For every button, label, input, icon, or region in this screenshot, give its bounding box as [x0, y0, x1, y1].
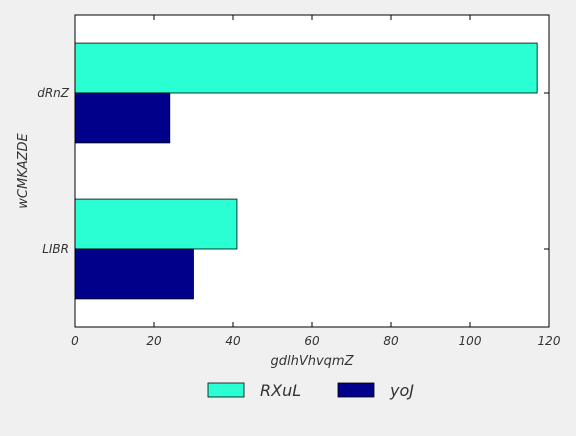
x-axis-label: gdlhVhvqmZ: [270, 354, 354, 369]
legend-label-yoJ: yoJ: [389, 381, 414, 400]
x-tick-label: 80: [383, 334, 399, 348]
x-tick-label: 120: [538, 334, 561, 348]
y-ticks: LIBR dRnZ: [37, 86, 549, 256]
legend: RXuL yoJ: [207, 381, 414, 400]
y-axis-label: wCMKAZDE: [16, 132, 31, 208]
x-ticks: 0 20 40 60 80 100 120: [71, 15, 561, 348]
bar-RXuL-dRnZ: [74, 42, 538, 94]
x-tick-label: 0: [71, 334, 79, 348]
legend-swatch-RXuL: [207, 382, 245, 398]
bars-layer: [74, 42, 538, 300]
bar-yoJ-dRnZ: [74, 92, 171, 144]
legend-swatch-yoJ: [337, 382, 375, 398]
x-tick-label: 60: [304, 334, 320, 348]
legend-label-RXuL: RXuL: [260, 381, 301, 400]
x-tick-label: 40: [225, 334, 241, 348]
bar-RXuL-LIBR: [74, 198, 238, 250]
y-tick-label: LIBR: [42, 242, 69, 256]
x-tick-label: 20: [146, 334, 162, 348]
x-tick-label: 100: [459, 334, 482, 348]
bar-yoJ-LIBR: [74, 248, 194, 300]
y-tick-label: dRnZ: [37, 86, 70, 100]
